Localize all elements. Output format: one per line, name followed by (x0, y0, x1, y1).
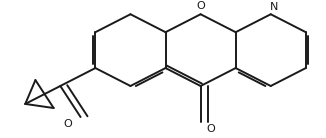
Text: O: O (206, 124, 215, 134)
Text: O: O (196, 1, 205, 11)
Text: N: N (270, 2, 278, 12)
Text: O: O (63, 119, 72, 129)
